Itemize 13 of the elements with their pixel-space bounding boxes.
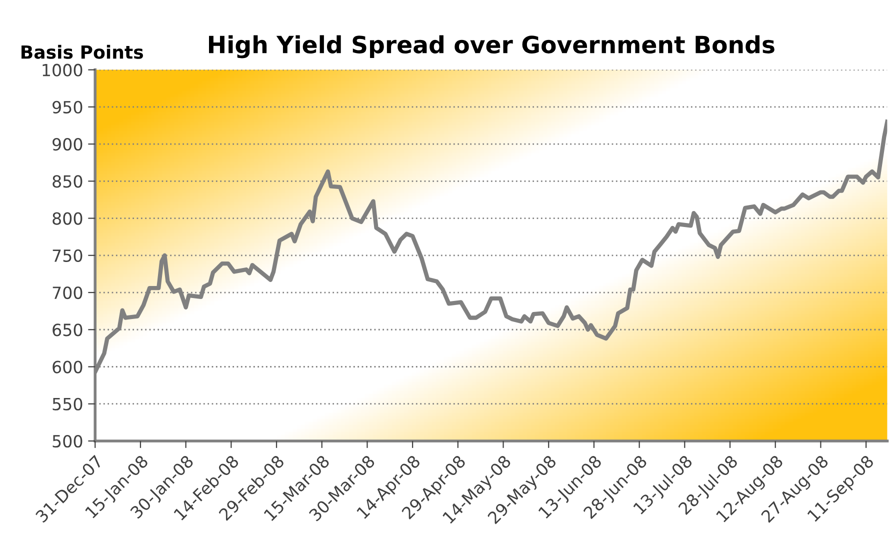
y-tick-label: 800 bbox=[52, 212, 82, 225]
y-tick-label: 600 bbox=[52, 360, 82, 374]
y-tick-label: 900 bbox=[52, 138, 82, 151]
y-tick-label: 750 bbox=[52, 249, 82, 262]
y-tick-label: 650 bbox=[52, 324, 82, 336]
y-tick-label: 500 bbox=[52, 434, 82, 448]
y-tick-label: 550 bbox=[52, 398, 82, 410]
y-tick-label: 1000 bbox=[42, 64, 82, 76]
y-axis-title: Basis Points bbox=[22, 44, 143, 59]
y-tick-label: 700 bbox=[52, 286, 82, 300]
y-tick-label: 950 bbox=[52, 100, 82, 114]
y-tick-label: 850 bbox=[52, 175, 82, 188]
chart-title: High Yield Spread over Government Bonds bbox=[209, 35, 774, 58]
